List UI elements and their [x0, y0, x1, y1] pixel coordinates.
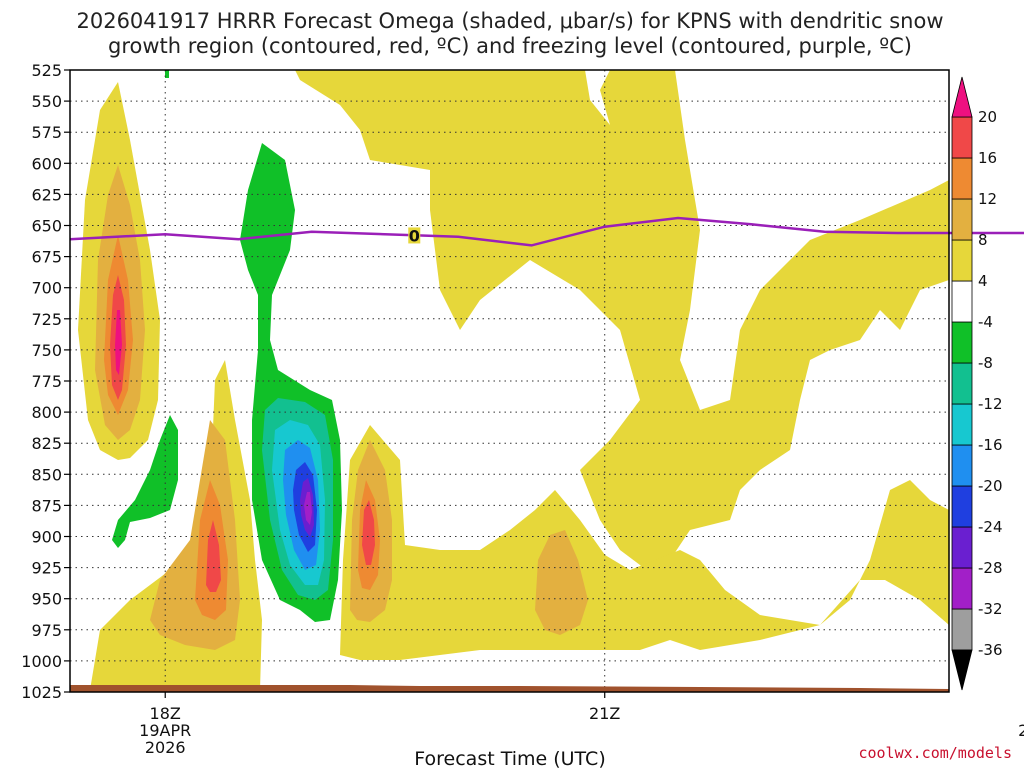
omega-region-upper-yellow	[295, 70, 949, 580]
colorbar-top-arrow	[951, 76, 973, 118]
y-tick-label: 975	[31, 621, 62, 640]
y-tick-label: 600	[31, 154, 62, 173]
y-tick-label: 875	[31, 496, 62, 515]
y-tick-label: 825	[31, 434, 62, 453]
colorbar-segment	[951, 444, 973, 487]
y-tick-label: 900	[31, 528, 62, 547]
colorbar-label: -32	[978, 600, 1003, 618]
omega-region-mid-yellow	[340, 425, 949, 660]
colorbar-label: -16	[978, 436, 1003, 454]
omega-region-left-magenta	[115, 310, 122, 375]
colorbar-label: -24	[978, 518, 1003, 536]
colorbar-segment	[951, 157, 973, 200]
omega-region-mid-red16	[362, 500, 375, 565]
omega-shading	[78, 70, 949, 690]
colorbar-label: 12	[978, 190, 997, 208]
y-tick-label: 575	[31, 123, 62, 142]
omega-region-left2-red16	[206, 520, 221, 592]
y-tick-label: 850	[31, 465, 62, 484]
colorbar-label: -12	[978, 395, 1003, 413]
y-tick-label: 775	[31, 372, 62, 391]
x-tick-label: 20APR	[1018, 721, 1024, 740]
colorbar-label: -20	[978, 477, 1003, 495]
freezing-level-label-bg	[408, 227, 421, 244]
colorbar-segment	[951, 485, 973, 528]
colorbar-segment	[951, 608, 973, 651]
y-tick-label: 675	[31, 248, 62, 267]
y-tick-label: 625	[31, 185, 62, 204]
x-tick-label: 19APR	[139, 721, 191, 740]
omega-region-03z-orange8	[535, 530, 588, 635]
omega-region-upper-clear	[585, 70, 610, 125]
x-axis-label: Forecast Time (UTC)	[414, 748, 605, 768]
colorbar-segment	[951, 280, 973, 323]
colorbar-segment	[951, 403, 973, 446]
y-tick-label: 800	[31, 403, 62, 422]
omega-region-violet-minus28	[304, 492, 312, 525]
colorbar-label: -8	[978, 354, 993, 372]
plot-area: 0	[69, 69, 1024, 693]
colorbar-segment	[951, 239, 973, 282]
freezing-level-contour	[69, 216, 1024, 247]
x-tick-label: 2026	[145, 738, 186, 757]
colorbar-segment	[951, 116, 973, 159]
colorbar-bottom-arrow	[951, 649, 973, 691]
colorbar-segment	[951, 567, 973, 610]
x-tick-label: 21Z	[589, 704, 620, 723]
y-tick-label: 925	[31, 559, 62, 578]
colorbar-label: 4	[978, 272, 988, 290]
colorbar-segment	[951, 198, 973, 241]
y-tick-label: 725	[31, 310, 62, 329]
y-tick-label: 650	[31, 217, 62, 236]
omega-region-green-small	[112, 415, 178, 548]
grid-lines	[70, 70, 949, 692]
freezing-level-label: 0	[409, 226, 420, 245]
chart-title-line2: growth region (contoured, red, ºC) and f…	[108, 34, 912, 58]
chart-title-line1: 2026041917 HRRR Forecast Omega (shaded, …	[76, 9, 943, 33]
omega-region-green-top	[165, 70, 169, 78]
y-tick-label: 525	[31, 61, 62, 80]
colorbar-label: -4	[978, 313, 993, 331]
colorbar-label: 16	[978, 149, 997, 167]
y-tick-label: 1025	[21, 683, 62, 702]
terrain-surface	[70, 685, 949, 692]
y-tick-label: 550	[31, 92, 62, 111]
colorbar-segment	[951, 362, 973, 405]
y-tick-label: 750	[31, 341, 62, 360]
colorbar-label: 20	[978, 108, 997, 126]
colorbar-label: -28	[978, 559, 1003, 577]
x-axis: 18Z19APR202621Z00Z20APR03Z06Z09Z	[139, 692, 1024, 757]
colorbar-segment	[951, 321, 973, 364]
credit-text: coolwx.com/models	[858, 744, 1012, 762]
x-tick-label: 18Z	[150, 704, 181, 723]
y-tick-label: 700	[31, 279, 62, 298]
colorbar-label: -36	[978, 641, 1003, 659]
y-axis: 525 550 575 600 625 650 675 700 725 750 775 800 825 8…	[21, 61, 70, 702]
colorbar-label: 8	[978, 231, 988, 249]
y-tick-label: 1000	[21, 652, 62, 671]
colorbar-segment	[951, 526, 973, 569]
colorbar: 20 16 12 8 4 -4 -8 -12 -16 -20 -24 -28 -32 -36	[951, 76, 1003, 691]
y-tick-label: 950	[31, 590, 62, 609]
